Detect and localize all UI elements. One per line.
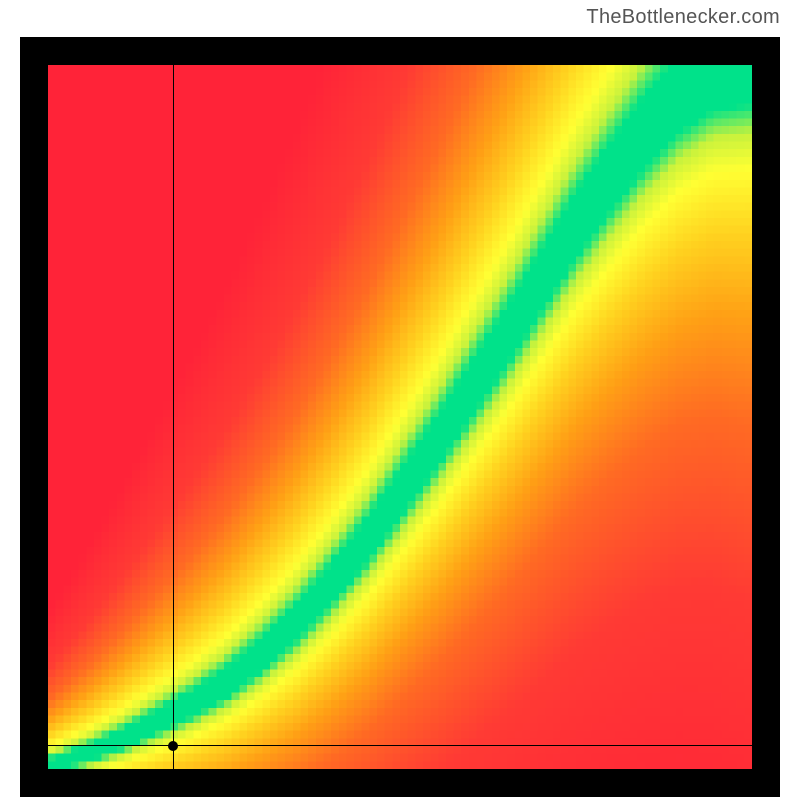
root: TheBottlenecker.com <box>0 0 800 800</box>
attribution-text: TheBottlenecker.com <box>586 6 780 29</box>
crosshair-horizontal <box>48 745 752 746</box>
plot-inner <box>20 37 780 797</box>
heatmap-canvas <box>48 65 752 769</box>
crosshair-vertical <box>173 65 174 769</box>
plot-frame <box>20 37 780 797</box>
